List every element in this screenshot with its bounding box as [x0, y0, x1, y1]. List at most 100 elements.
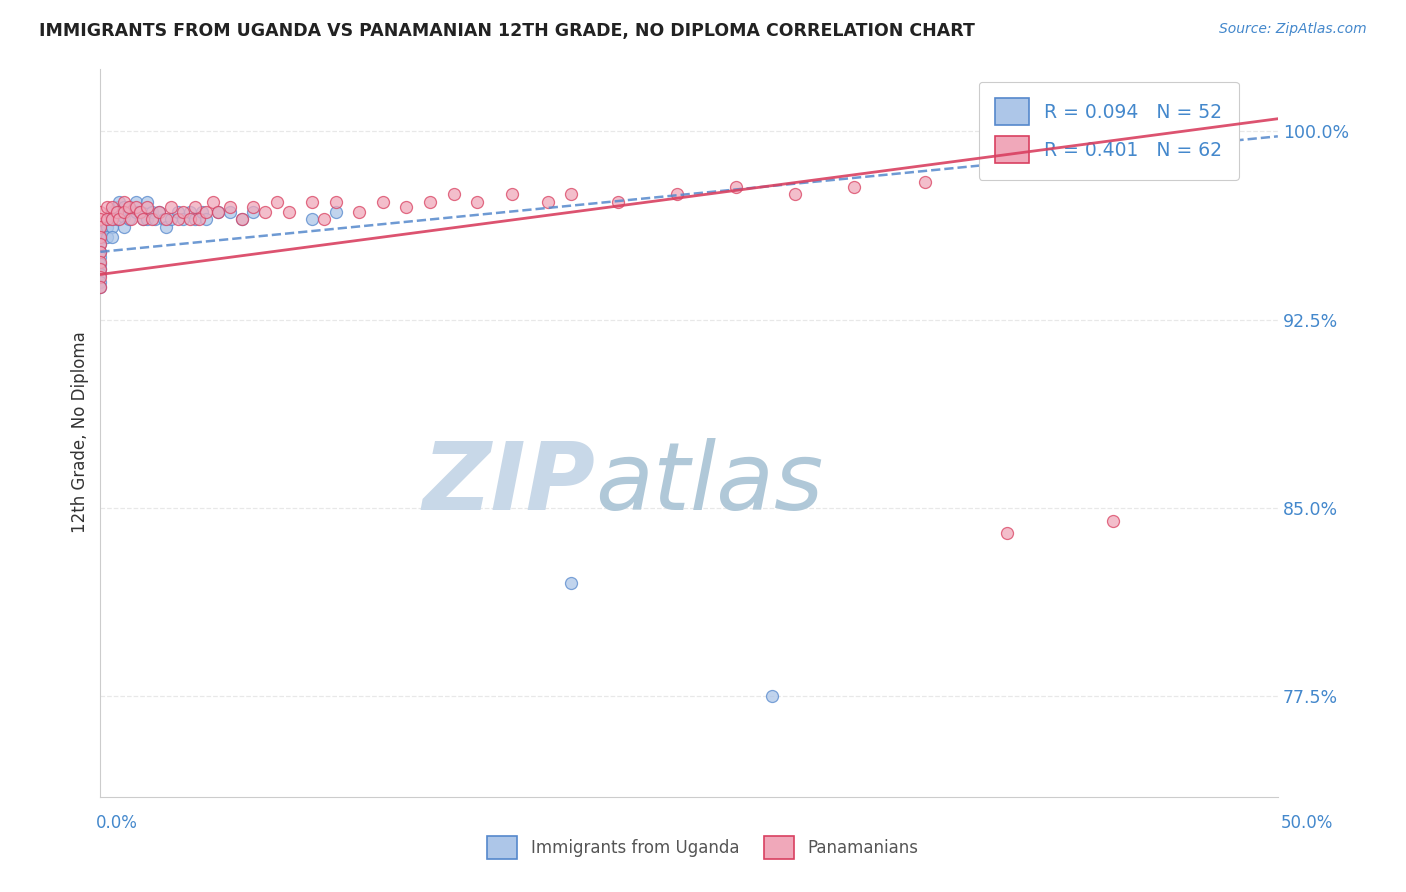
Point — [207, 204, 229, 219]
Point — [172, 204, 194, 219]
Point — [371, 194, 394, 209]
Point — [124, 194, 146, 209]
Point — [96, 229, 118, 244]
Point — [89, 204, 111, 219]
Point — [129, 204, 152, 219]
Point — [148, 204, 170, 219]
Text: IMMIGRANTS FROM UGANDA VS PANAMANIAN 12TH GRADE, NO DIPLOMA CORRELATION CHART: IMMIGRANTS FROM UGANDA VS PANAMANIAN 12T… — [39, 22, 976, 40]
Point — [117, 200, 139, 214]
Point — [108, 204, 131, 219]
Point — [218, 204, 240, 219]
Point — [242, 200, 264, 214]
Point — [129, 204, 152, 219]
Point — [96, 212, 118, 227]
Point — [277, 204, 299, 219]
Point — [419, 194, 441, 209]
Point — [155, 212, 177, 227]
Point — [231, 212, 253, 227]
Legend: Immigrants from Uganda, Panamanians: Immigrants from Uganda, Panamanians — [479, 828, 927, 868]
Point — [666, 187, 689, 202]
Point — [202, 194, 225, 209]
Point — [89, 219, 111, 234]
Point — [607, 194, 630, 209]
Point — [190, 204, 212, 219]
Point — [914, 174, 936, 188]
Point — [89, 269, 111, 284]
Point — [231, 212, 253, 227]
Point — [112, 204, 135, 219]
Point — [172, 212, 194, 227]
Point — [153, 212, 176, 227]
Point — [141, 204, 163, 219]
Point — [560, 187, 582, 202]
Point — [108, 212, 131, 227]
Point — [89, 257, 111, 271]
Point — [179, 212, 201, 227]
Point — [242, 204, 264, 219]
Point — [167, 204, 190, 219]
Point — [218, 200, 240, 214]
Point — [89, 280, 111, 294]
Point — [101, 212, 124, 227]
Text: ZIP: ZIP — [422, 438, 595, 530]
Point — [105, 200, 128, 214]
Point — [195, 204, 218, 219]
Text: 0.0%: 0.0% — [96, 814, 138, 831]
Point — [105, 212, 128, 227]
Point — [995, 526, 1018, 541]
Point — [89, 275, 111, 289]
Text: Source: ZipAtlas.com: Source: ZipAtlas.com — [1219, 22, 1367, 37]
Point — [112, 210, 135, 224]
Point — [349, 204, 371, 219]
Point — [254, 204, 277, 219]
Point — [141, 212, 163, 227]
Point — [312, 212, 335, 227]
Point — [195, 212, 218, 227]
Point — [395, 200, 418, 214]
Point — [89, 212, 111, 227]
Point — [465, 194, 488, 209]
Point — [89, 244, 111, 259]
Point — [183, 212, 205, 227]
Point — [148, 204, 170, 219]
Point — [301, 194, 323, 209]
Point — [112, 219, 135, 234]
Point — [89, 262, 111, 277]
Text: 50.0%: 50.0% — [1281, 814, 1333, 831]
Point — [89, 229, 111, 244]
Point — [783, 187, 806, 202]
Point — [179, 204, 201, 219]
Point — [132, 212, 155, 227]
Point — [167, 212, 190, 227]
Point — [89, 250, 111, 264]
Point — [89, 262, 111, 277]
Point — [112, 194, 135, 209]
Point — [89, 244, 111, 259]
Point — [117, 200, 139, 214]
Point — [96, 200, 118, 214]
Point — [301, 212, 323, 227]
Legend: R = 0.094   N = 52, R = 0.401   N = 62: R = 0.094 N = 52, R = 0.401 N = 62 — [979, 81, 1239, 179]
Point — [89, 232, 111, 246]
Point — [101, 212, 124, 227]
Point — [842, 179, 865, 194]
Point — [101, 229, 124, 244]
Point — [89, 280, 111, 294]
Point — [266, 194, 288, 209]
Point — [136, 212, 159, 227]
Point — [160, 212, 183, 227]
Point — [501, 187, 523, 202]
Point — [136, 200, 159, 214]
Point — [160, 200, 183, 214]
Point — [725, 179, 748, 194]
Point — [101, 200, 124, 214]
Point — [537, 194, 560, 209]
Point — [1102, 514, 1125, 528]
Point — [96, 219, 118, 234]
Point — [89, 255, 111, 269]
Point — [188, 212, 211, 227]
Point — [183, 200, 205, 214]
Y-axis label: 12th Grade, No Diploma: 12th Grade, No Diploma — [72, 332, 89, 533]
Point — [89, 237, 111, 252]
Point — [120, 212, 142, 227]
